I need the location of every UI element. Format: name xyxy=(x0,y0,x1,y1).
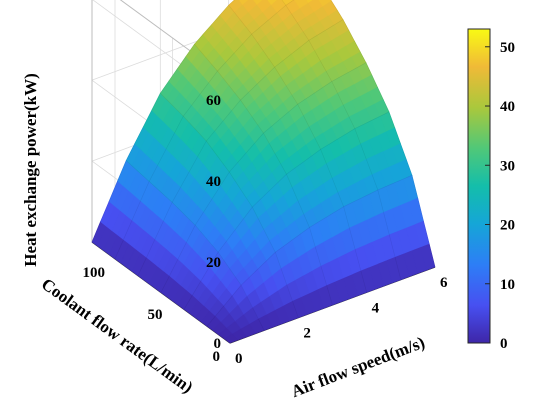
z-tick-label: 60 xyxy=(206,93,221,109)
surface-mesh-line xyxy=(206,175,413,327)
surface-mesh-line xyxy=(160,93,299,318)
colorbar-tick-label: 50 xyxy=(500,40,515,56)
axis-ticks: 0 20 40 60 0 50 100 0 2 4 6 xyxy=(83,93,449,367)
z-tick-label: 20 xyxy=(206,255,221,271)
y-tick-label: 0 xyxy=(213,349,221,365)
surface-mesh-line xyxy=(137,19,344,276)
colorbar-tick-label: 10 xyxy=(500,277,515,293)
z-axis-label: Heat exchange power(kW) xyxy=(21,73,40,267)
surface-mesh-line xyxy=(229,266,436,344)
surface-mesh-line xyxy=(114,0,295,259)
surface-mesh-line xyxy=(330,0,436,268)
colorbar-gradient xyxy=(467,28,491,344)
surface-mesh-line xyxy=(183,111,390,310)
surface-mesh-line xyxy=(194,43,333,306)
colorbar: 0 10 20 30 40 50 xyxy=(467,28,515,352)
surface-patch xyxy=(420,243,436,271)
y-tick-label: 100 xyxy=(83,265,106,281)
surface-patch xyxy=(253,0,264,6)
z-tick-label: 40 xyxy=(206,174,221,190)
colorbar-tick-label: 0 xyxy=(500,336,508,352)
x-tick-label: 0 xyxy=(235,351,243,367)
y-tick-label: 50 xyxy=(148,307,163,323)
surface-mesh-line xyxy=(91,0,235,243)
surface xyxy=(91,0,436,344)
surface-mesh-line xyxy=(160,62,367,293)
colorbar-tick-label: 40 xyxy=(500,99,515,115)
surface-mesh-line xyxy=(125,160,265,331)
surface-mesh-line xyxy=(281,0,402,280)
x-tick-label: 6 xyxy=(440,275,448,291)
x-axis-label: Air flow speed(m/s) xyxy=(289,333,428,401)
colorbar-tick-label: 30 xyxy=(500,158,515,174)
surface-mesh-line xyxy=(91,241,231,344)
colorbar-tick-label: 20 xyxy=(500,218,515,234)
surface-mesh-line xyxy=(228,5,367,293)
z-tick-label: 0 xyxy=(214,336,222,352)
surface-patch xyxy=(238,0,249,6)
x-tick-label: 2 xyxy=(303,326,311,342)
x-tick-label: 4 xyxy=(372,300,380,316)
